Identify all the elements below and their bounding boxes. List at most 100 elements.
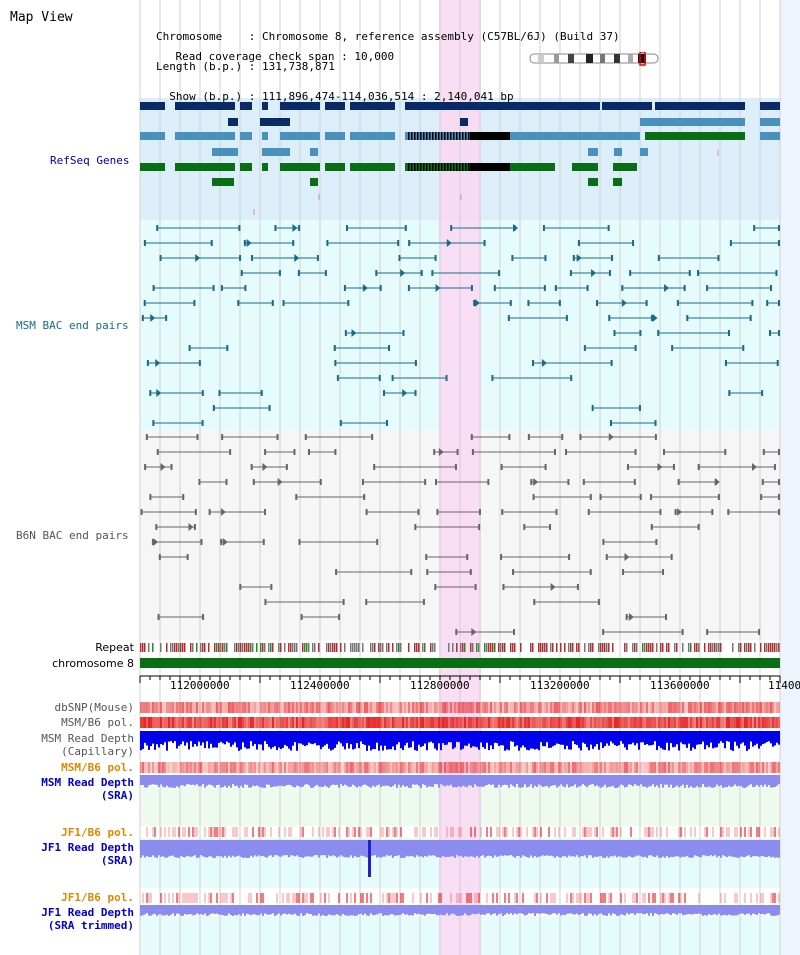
jf1-b6-pol-2-label[interactable]: JF1/B6 pol. [61,891,134,904]
refseq-gene[interactable] [280,132,320,140]
refseq-gene[interactable] [175,102,235,110]
b6n-bac-end-pairs-label[interactable]: B6N BAC end pairs [16,529,129,542]
refseq-gene[interactable] [350,163,395,171]
refseq-gene[interactable] [262,148,290,156]
refseq-gene[interactable] [175,132,235,140]
msm-b6-pol-2-density [200,762,202,773]
refseq-gene[interactable] [280,163,320,171]
refseq-gene[interactable] [588,148,598,156]
refseq-gene[interactable] [640,148,648,156]
refseq-gene[interactable] [588,178,598,186]
repeat-element [550,643,552,652]
msm-sra-depth-bar [462,775,464,786]
refseq-gene[interactable] [325,132,345,140]
refseq-gene[interactable] [572,163,598,171]
refseq-gene[interactable] [280,102,320,110]
msm-b6-pol-density [406,717,408,728]
jf1-b6-pol-density [220,827,222,837]
jf1-b6-pol-density [376,827,378,837]
refseq-gene[interactable] [325,102,345,110]
msm-capillary-depth-bar [310,731,312,744]
refseq-gene[interactable] [760,102,780,110]
refseq-gene[interactable] [310,178,318,186]
dbsnp-density [480,702,482,713]
refseq-gene[interactable] [614,148,622,156]
refseq-gene[interactable] [760,132,780,140]
dbsnp-density [750,702,752,713]
jf1-b6-pol-density [362,827,364,837]
refseq-gene[interactable] [613,178,622,186]
jf1-trimmed-depth-bar [378,905,380,914]
jf1-read-depth-sra-label[interactable]: JF1 Read Depth (SRA) [41,841,134,867]
refseq-gene[interactable] [212,148,238,156]
msm-sra-depth-bar [280,775,282,786]
b6n-bac-end [565,449,568,455]
refseq-gene[interactable] [460,118,468,126]
jf1-trimmed-depth-bar [278,905,280,914]
refseq-gene[interactable] [212,178,234,186]
refseq-gene[interactable] [260,118,290,126]
msm-sra-depth-bar [638,775,640,786]
jf1-trimmed-depth-bar [762,905,764,914]
refseq-gene[interactable] [325,163,345,171]
refseq-gene[interactable] [655,102,745,110]
msm-sra-depth-bar [560,775,562,785]
refseq-gene[interactable] [262,163,268,171]
refseq-gene[interactable] [240,163,252,171]
refseq-gene[interactable] [175,163,235,171]
refseq-genes-label[interactable]: RefSeq Genes [50,154,130,167]
msm-b6-pol-2-density [370,762,372,773]
b6n-bac-end [633,479,636,485]
dbsnp-density [162,702,164,713]
msm-capillary-depth-bar [476,731,478,748]
refseq-gene[interactable] [405,132,640,140]
msm-b6-pol-2-density [532,762,534,773]
refseq-gene[interactable] [760,118,780,126]
jf1-b6-pol-density [596,827,598,837]
b6n-bac-end [677,479,680,485]
refseq-gene[interactable] [310,148,318,156]
jf1-sra-depth-bar [172,840,174,856]
refseq-gene[interactable] [645,132,745,140]
refseq-gene[interactable] [350,102,395,110]
refseq-gene[interactable] [602,102,652,110]
jf1-b6-pol-density [310,827,312,837]
refseq-gene[interactable] [240,102,252,110]
msm-read-depth-capillary-label[interactable]: MSM Read Depth (Capillary) [41,732,134,758]
refseq-gene[interactable] [262,102,268,110]
msm-b6-pol-2-label[interactable]: MSM/B6 pol. [61,761,134,774]
msm-capillary-depth-bar [480,731,482,743]
jf1-b6-pol-label[interactable]: JF1/B6 pol. [61,826,134,839]
jf1-b6-pol-2-density [270,893,272,903]
refseq-gene[interactable] [613,163,637,171]
refseq-gene[interactable] [262,132,268,140]
b6n-bac-arrow [657,463,663,471]
refseq-gene[interactable] [140,102,165,110]
msm-b6-pol-density [718,717,720,728]
jf1-read-depth-trimmed-label[interactable]: JF1 Read Depth (SRA trimmed) [41,906,134,932]
msm-b6-pol-density [176,717,178,728]
refseq-gene[interactable] [140,163,165,171]
msm-b6-pol-label[interactable]: MSM/B6 pol. [61,716,134,729]
msm-b6-pol-2-density [528,762,530,773]
jf1-sra-depth-bar [484,840,486,858]
refseq-gene[interactable] [640,118,745,126]
refseq-gene[interactable] [228,118,238,126]
refseq-gene[interactable] [140,132,165,140]
msm-b6-pol-density [298,717,300,728]
chromosome-8-bar[interactable] [140,658,780,668]
chromosome-ideogram[interactable] [528,52,662,66]
refseq-gene[interactable] [350,132,395,140]
dbsnp-label[interactable]: dbSNP(Mouse) [54,701,134,714]
msm-capillary-depth-bar [164,731,166,743]
msm-sra-depth-bar [512,775,514,786]
refseq-exon [462,163,464,171]
refseq-gene[interactable] [240,132,252,140]
refseq-gene[interactable] [405,102,600,110]
msm-bac-end-pairs-label[interactable]: MSM BAC end pairs [16,319,129,332]
msm-read-depth-sra-label[interactable]: MSM Read Depth (SRA) [41,776,134,802]
msm-sra-depth-bar [152,775,154,785]
jf1-sra-depth-bar [762,840,764,856]
repeat-element [216,643,218,652]
